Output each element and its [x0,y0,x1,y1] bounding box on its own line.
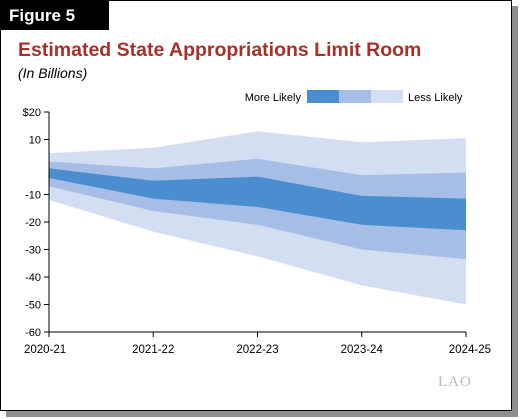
y-tick-label: -30 [25,245,41,257]
x-tick-label: 2020-21 [24,344,66,356]
lao-logo: LAO [438,374,472,390]
chart-title: Estimated State Appropriations Limit Roo… [18,39,422,61]
legend-less-likely-label: Less Likely [408,92,463,104]
legend-swatches [307,90,403,103]
y-tick-label: -50 [25,300,41,312]
legend-swatch-1 [307,90,339,103]
y-tick-label: -10 [25,190,41,202]
x-tick-label: 2023-24 [341,344,384,356]
legend-swatch-2 [339,90,371,103]
x-tick-label: 2021-22 [132,344,174,356]
chart-subtitle: (In Billions) [18,65,88,81]
figure-frame: Figure 5 Estimated State Appropriations … [0,0,512,411]
x-tick-label: 2024-25 [449,344,491,356]
y-tick-label: -20 [25,217,41,229]
y-tick-label: -40 [25,272,41,284]
y-tick-label: 10 [29,135,41,147]
legend-more-likely-label: More Likely [245,92,302,104]
chart-axes: $20 10 -10 -20 -30 -40 -50 -60 2020-21 2021-22 202… [23,107,491,356]
legend-swatch-3 [371,90,403,103]
x-tick-label: 2022-23 [236,344,278,356]
y-tick-label: $20 [23,107,41,119]
figure-label: Figure 5 [1,1,109,30]
band-3 [49,168,466,231]
chart-legend: More Likely Less Likely [245,90,463,104]
band-group [49,131,466,305]
chart-canvas: $20 10 -10 -20 -30 -40 -50 -60 2020-21 2021-22 202… [23,90,491,356]
y-tick-label: -60 [25,327,41,339]
